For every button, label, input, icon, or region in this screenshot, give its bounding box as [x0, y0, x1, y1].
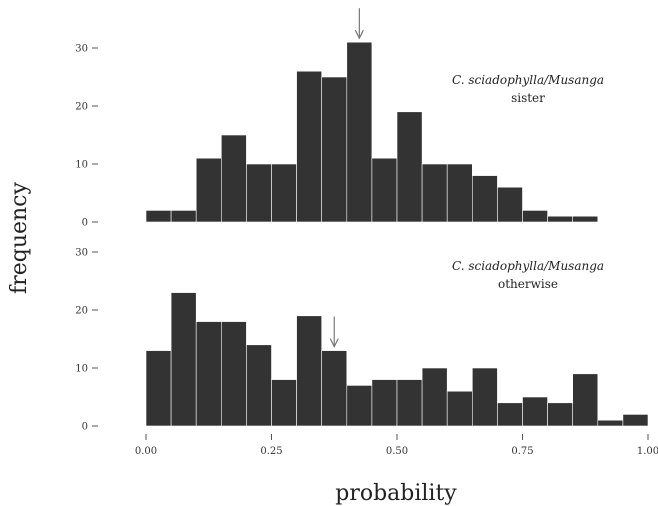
bottom-histogram-bar — [246, 344, 272, 427]
top-histogram-bar — [497, 186, 523, 223]
top-histogram-bar — [346, 41, 373, 223]
y-axis-title: frequency — [7, 181, 32, 293]
bottom-histogram-bar — [195, 321, 222, 427]
bottom-histogram-bar — [371, 379, 398, 427]
top-histogram-bar — [471, 175, 498, 223]
x-tick-label: 0.50 — [386, 446, 408, 457]
top-histogram-bar — [271, 163, 297, 223]
top-y-tick-label: 10 — [75, 160, 88, 171]
top-histogram-bar — [421, 163, 448, 223]
bottom-histogram-bar — [145, 350, 172, 427]
top-panel: 0 10 20 30 C. sciadophylla/Musanga sister — [75, 8, 604, 229]
top-panel-species-label: C. sciadophylla/Musanga — [452, 73, 604, 87]
x-axis: 0.00 0.25 0.50 0.75 1.00 — [135, 434, 658, 457]
x-tick-label: 0.00 — [135, 446, 157, 457]
bottom-panel-condition-label: otherwise — [498, 277, 558, 291]
x-tick-label: 1.00 — [637, 446, 658, 457]
top-histogram-bar — [170, 210, 197, 223]
top-histogram-bar — [371, 157, 398, 223]
bottom-y-tick-label: 30 — [75, 248, 88, 259]
top-histogram-bar — [296, 70, 323, 223]
bottom-y-tick-label: 20 — [75, 306, 88, 317]
bottom-histogram-bar — [421, 367, 448, 427]
bottom-histogram-bar — [221, 321, 247, 427]
top-y-tick-label: 0 — [82, 218, 88, 229]
bottom-histogram-bar — [346, 385, 373, 427]
bottom-y-tick-label: 0 — [82, 422, 88, 433]
top-histogram-bar — [547, 215, 573, 223]
top-histogram-bar — [246, 163, 272, 223]
bottom-histogram-bar — [170, 292, 197, 427]
top-histogram-bar — [446, 163, 473, 223]
top-marker-arrow — [354, 8, 364, 40]
bottom-histogram-bar — [396, 379, 423, 427]
bottom-histogram-bar — [497, 402, 523, 427]
bottom-y-tick-label: 10 — [75, 364, 88, 375]
top-histogram-bar — [221, 134, 247, 223]
bottom-panel: 0 10 20 30 C. sciadophylla/Musanga otherwise — [75, 248, 649, 433]
top-histogram-bar — [145, 210, 172, 223]
x-axis-title: probability — [335, 481, 457, 506]
top-histogram-bar — [396, 111, 423, 223]
top-histogram-bar — [195, 157, 222, 223]
bottom-histogram-bar — [597, 419, 624, 427]
bottom-histogram-bar — [296, 315, 323, 427]
bottom-histogram-bar — [471, 367, 498, 427]
x-tick-label: 0.25 — [260, 446, 282, 457]
bottom-histogram-bar — [446, 390, 473, 427]
bottom-histogram-bar — [522, 396, 548, 427]
bottom-histogram-bar — [572, 373, 599, 427]
top-histogram-bar — [522, 210, 548, 223]
top-histogram-bar — [321, 76, 348, 223]
x-tick-label: 0.75 — [511, 446, 533, 457]
top-panel-condition-label: sister — [511, 91, 545, 105]
bottom-histogram-bar — [271, 379, 297, 427]
bottom-marker-arrow — [329, 316, 339, 348]
bottom-histogram-bar — [622, 414, 649, 427]
top-y-tick-label: 30 — [75, 44, 88, 55]
bottom-panel-species-label: C. sciadophylla/Musanga — [452, 259, 604, 273]
bottom-histogram-bar — [547, 402, 573, 427]
top-histogram-bar — [572, 215, 599, 223]
top-y-tick-label: 20 — [75, 102, 88, 113]
bottom-histogram-bar — [321, 350, 348, 427]
